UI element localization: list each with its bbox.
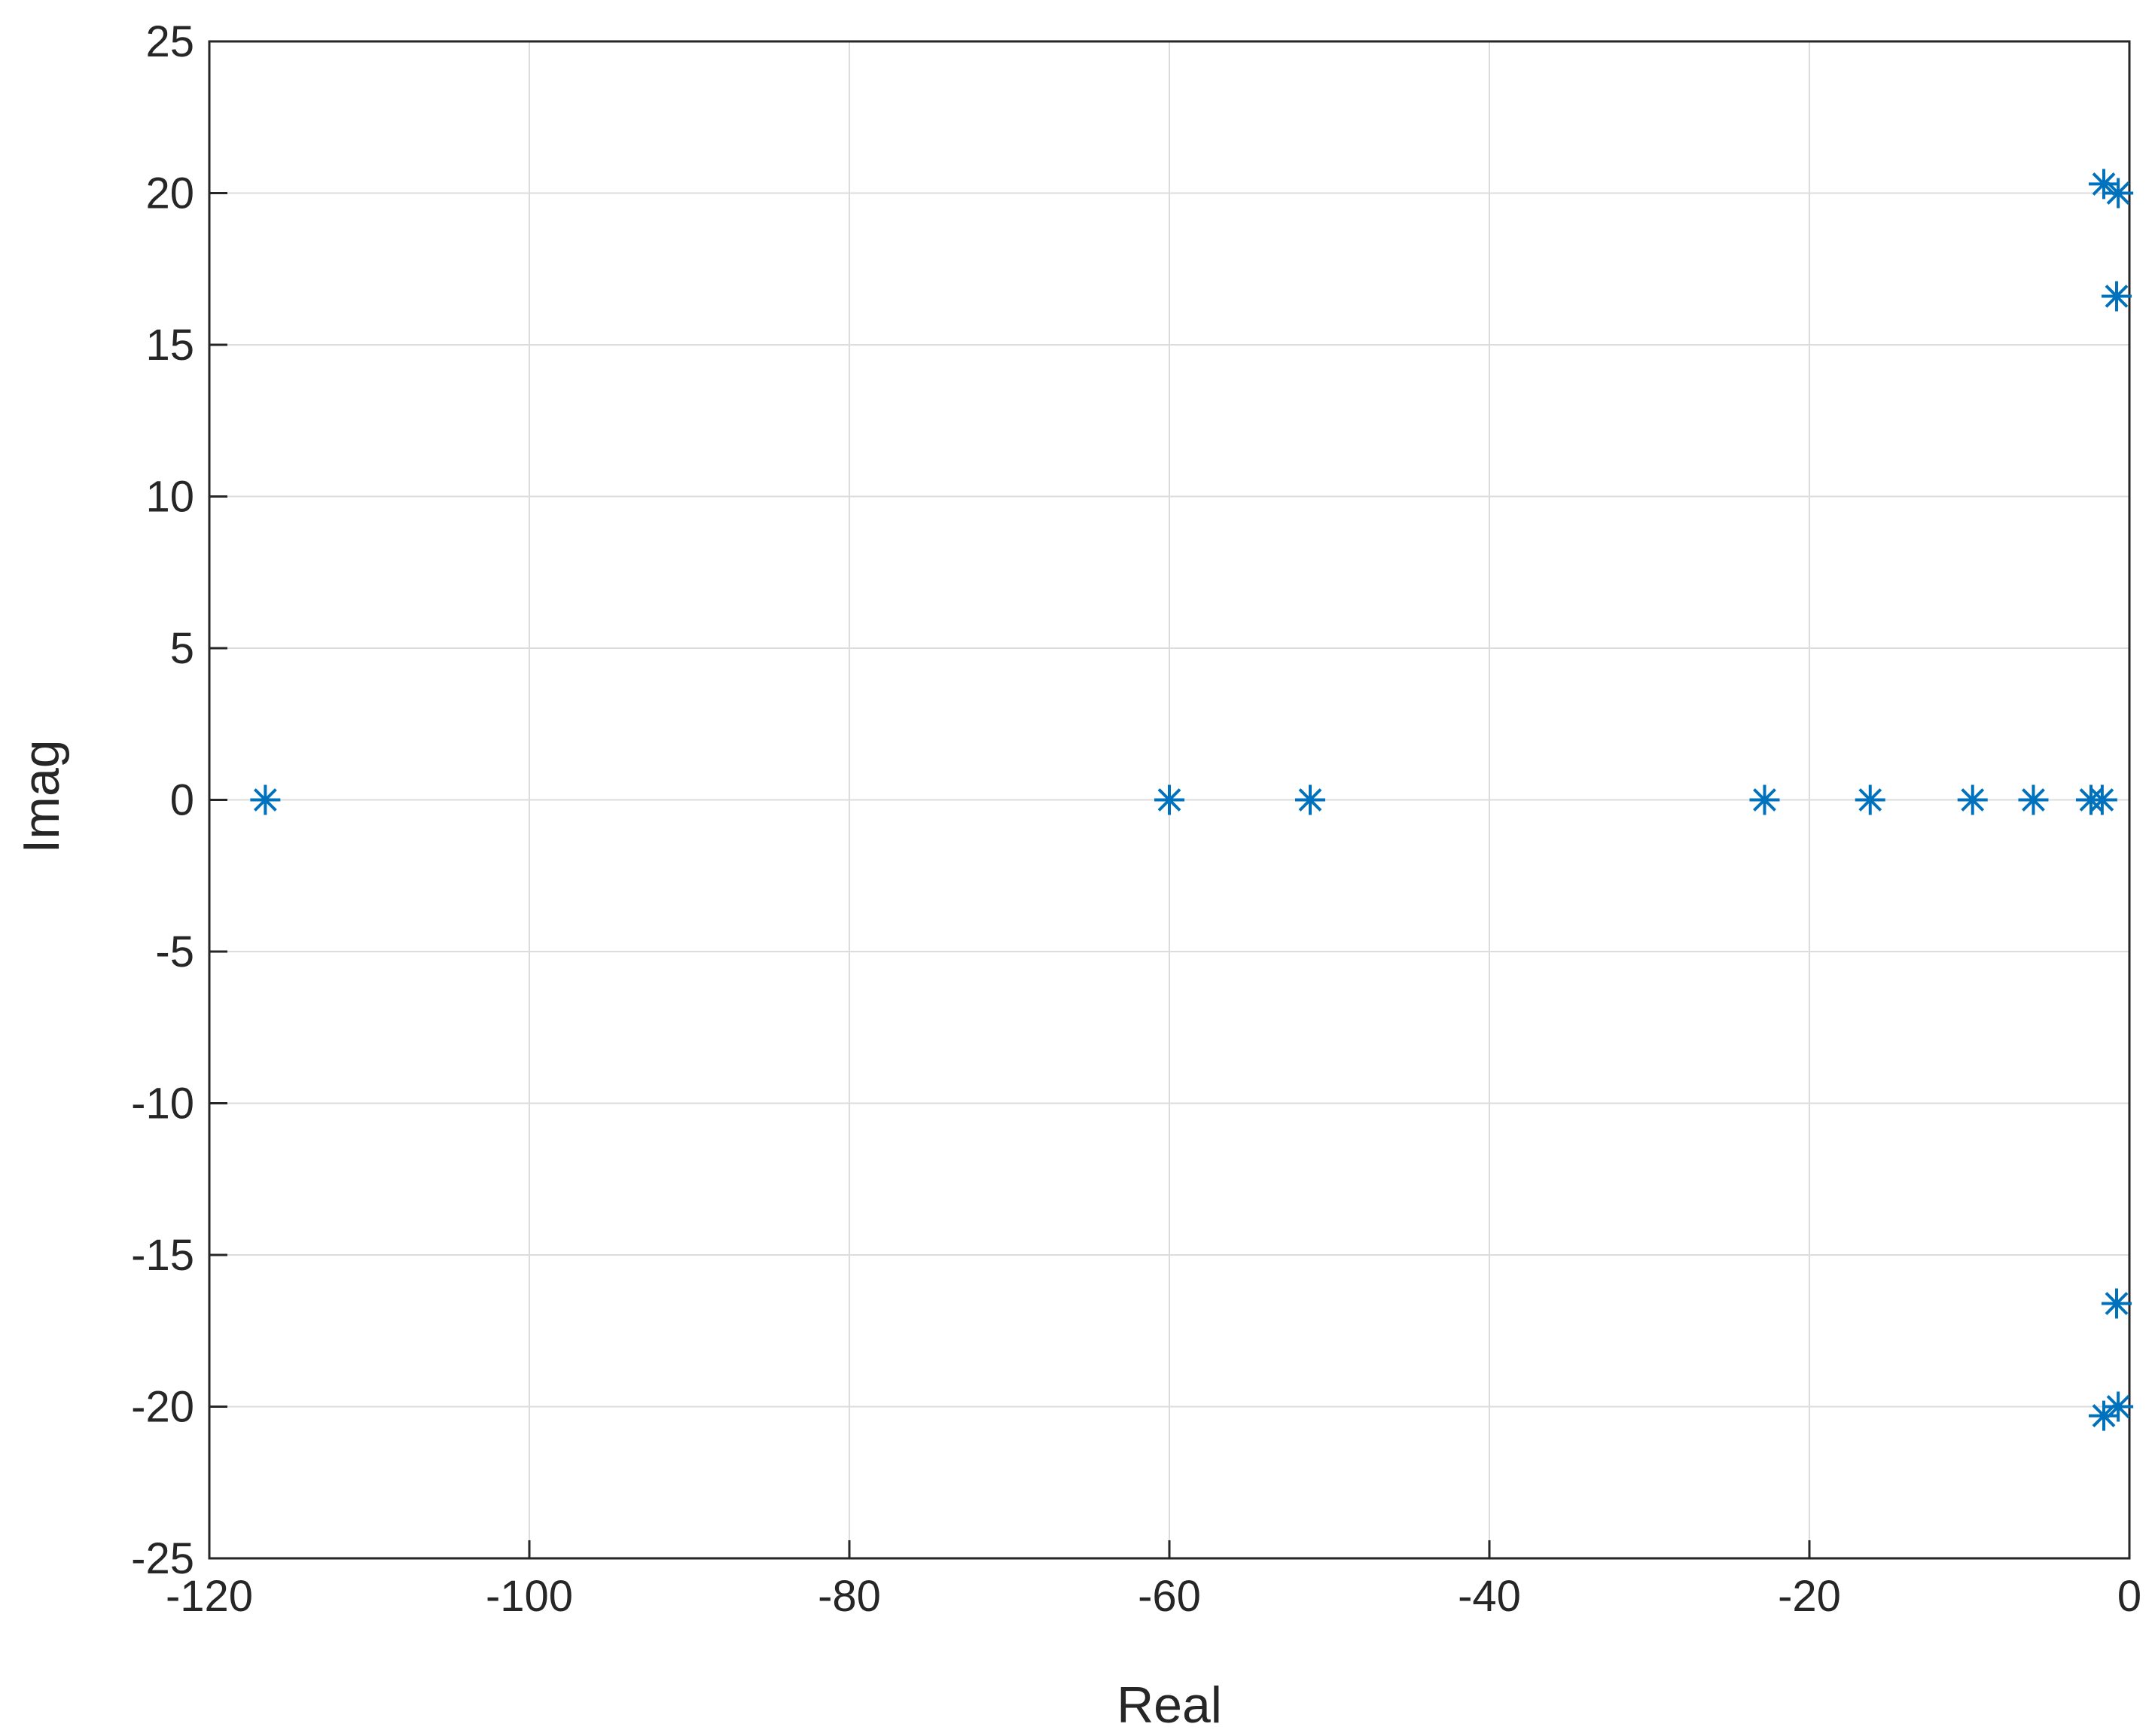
- y-tick-label: 10: [145, 473, 194, 522]
- y-tick-label: -5: [155, 927, 194, 976]
- y-tick-label: 25: [145, 17, 194, 66]
- pole-marker: [2103, 178, 2134, 209]
- y-axis-label: Imag: [13, 739, 70, 853]
- x-tick-label: -120: [166, 1572, 253, 1621]
- pole-marker: [2086, 784, 2117, 815]
- y-tick-label: 20: [145, 169, 194, 218]
- y-tick-label: -10: [131, 1080, 194, 1128]
- x-tick-label: -80: [818, 1572, 881, 1621]
- x-tick-label: -100: [486, 1572, 573, 1621]
- pole-marker: [1295, 784, 1325, 815]
- x-tick-label: -60: [1138, 1572, 1201, 1621]
- pole-marker: [2102, 281, 2132, 312]
- axis-ticks: -120 -100 -80 -60 -40 -20 0 -25 -20 -15 -10 -5 0 5 10 1…: [131, 17, 2141, 1621]
- x-tick-label: 0: [2117, 1572, 2141, 1621]
- x-tick-label: -40: [1458, 1572, 1521, 1621]
- pole-marker: [1957, 784, 1988, 815]
- pole-marker: [250, 784, 281, 815]
- pole-marker: [2018, 784, 2049, 815]
- y-tick-label: 5: [170, 624, 194, 673]
- pole-marker: [1855, 784, 1885, 815]
- y-tick-label: -15: [131, 1231, 194, 1280]
- pole-marker: [2102, 1288, 2132, 1319]
- x-tick-label: -20: [1778, 1572, 1841, 1621]
- y-tick-label: 15: [145, 321, 194, 370]
- pole-marker: [1749, 784, 1780, 815]
- x-axis-label: Real: [1117, 1677, 1222, 1734]
- y-tick-label: -20: [131, 1383, 194, 1432]
- pole-marker: [2103, 1391, 2134, 1422]
- y-tick-label: -25: [131, 1534, 194, 1583]
- data-points: [250, 169, 2134, 1431]
- y-tick-label: 0: [170, 776, 194, 825]
- pole-marker: [1154, 784, 1184, 815]
